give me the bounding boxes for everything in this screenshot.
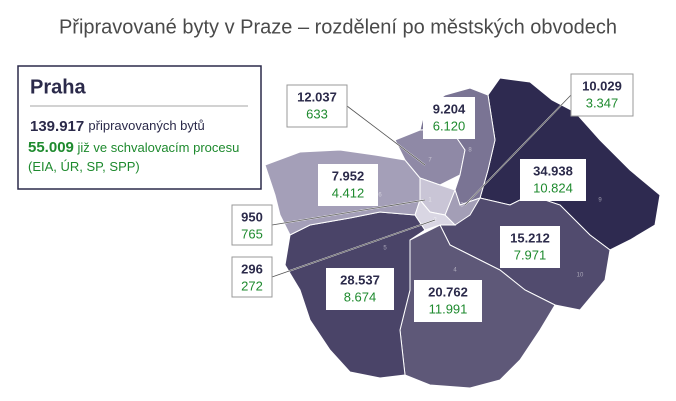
district-number: 1 [428,198,432,204]
district-total: 7.952 [332,168,365,183]
district-total: 28.537 [340,272,380,287]
district-total: 34.938 [533,163,573,178]
summary-box [17,65,262,190]
summary-total: 139.917 [30,118,84,135]
district-number: 2 [433,218,437,224]
district-approved: 633 [306,106,328,121]
summary-total-line: 139.917 připravovaných bytů [30,118,205,135]
district-label-box [231,204,273,246]
district-total: 950 [241,209,263,224]
district-approved: 6.120 [433,118,466,133]
summary-approved-wrap: 55.009 již ve schvalovacím procesu (EIA,… [28,138,258,176]
district-label-box [286,84,348,128]
leader-line [271,199,426,226]
district-number: 3 [460,203,464,209]
district-approved: 7.971 [514,247,547,262]
district-number: 5 [383,246,387,252]
leader-line [464,94,572,206]
district-total: 15.212 [510,230,550,245]
district-2 [414,198,457,231]
leader-line [271,219,436,278]
district-approved: 4.412 [332,185,365,200]
district-label-box [423,97,475,139]
district-approved: 3.347 [586,95,619,110]
labels: 95076529627210.0293.34720.76211.99128.53… [231,73,634,322]
district-total: 12.037 [297,89,337,104]
summary-total-text: připravovaných bytů [88,118,204,133]
district-approved: 272 [241,278,263,293]
district-total: 10.029 [582,78,622,93]
district-total: 296 [241,261,263,276]
summary-approved-line: 55.009 již ve schvalovacím procesu (EIA,… [28,138,258,176]
district-number: 10 [577,273,584,279]
district-approved: 8.674 [344,289,377,304]
district-number: 6 [378,193,382,199]
summary-approved: 55.009 [28,139,74,156]
district-number: 9 [598,198,602,204]
district-number: 4 [453,268,457,274]
district-label-box [231,256,273,298]
district-total: 20.762 [428,284,468,299]
district-approved: 10.824 [533,180,573,195]
district-number: 8 [468,148,472,154]
district-label-box [500,226,560,268]
title: Připravované byty v Praze – rozdělení po… [59,16,617,38]
district-approved: 11.991 [429,301,468,316]
district-label-box [570,73,634,117]
district-number: 7 [428,158,432,164]
summary-approved-text: již ve schvalovacím procesu (EIA, ÚR, SP… [28,140,240,174]
district-approved: 765 [241,226,263,241]
leader-line [346,105,426,166]
district-label-box [520,159,586,201]
district-label-box [414,280,482,322]
district-label-box [318,164,378,206]
summary-heading: Praha [30,76,86,98]
district-total: 9.204 [433,101,466,116]
district-label-box [326,268,394,310]
